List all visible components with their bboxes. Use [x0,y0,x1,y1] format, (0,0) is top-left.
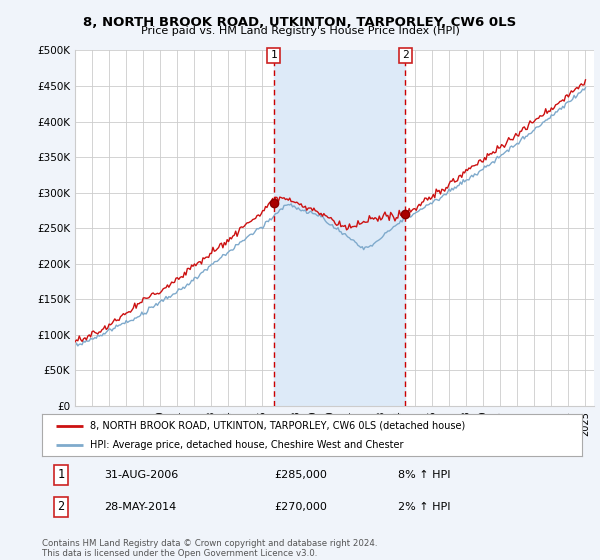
Text: 2: 2 [402,50,409,60]
Text: 1: 1 [270,50,277,60]
Text: 2: 2 [58,500,64,514]
Text: 1: 1 [58,468,64,481]
Text: 2% ↑ HPI: 2% ↑ HPI [398,502,451,512]
Text: 31-AUG-2006: 31-AUG-2006 [104,470,178,479]
Text: £285,000: £285,000 [274,470,327,479]
Text: 8% ↑ HPI: 8% ↑ HPI [398,470,451,479]
Text: Price paid vs. HM Land Registry's House Price Index (HPI): Price paid vs. HM Land Registry's House … [140,26,460,36]
Text: HPI: Average price, detached house, Cheshire West and Chester: HPI: Average price, detached house, Ches… [89,440,403,450]
Bar [274,50,406,406]
Text: 28-MAY-2014: 28-MAY-2014 [104,502,176,512]
Text: Contains HM Land Registry data © Crown copyright and database right 2024.
This d: Contains HM Land Registry data © Crown c… [42,539,377,558]
Text: 8, NORTH BROOK ROAD, UTKINTON, TARPORLEY, CW6 0LS (detached house): 8, NORTH BROOK ROAD, UTKINTON, TARPORLEY… [89,421,465,431]
Text: 8, NORTH BROOK ROAD, UTKINTON, TARPORLEY, CW6 0LS: 8, NORTH BROOK ROAD, UTKINTON, TARPORLEY… [83,16,517,29]
Text: £270,000: £270,000 [274,502,327,512]
